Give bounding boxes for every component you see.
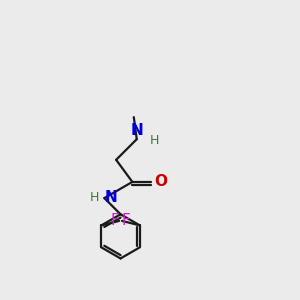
Text: H: H bbox=[150, 134, 159, 147]
Text: O: O bbox=[154, 174, 167, 189]
Text: H: H bbox=[90, 191, 99, 204]
Text: F: F bbox=[111, 213, 120, 228]
Text: F: F bbox=[122, 213, 130, 228]
Text: N: N bbox=[130, 123, 143, 138]
Text: N: N bbox=[105, 190, 118, 205]
